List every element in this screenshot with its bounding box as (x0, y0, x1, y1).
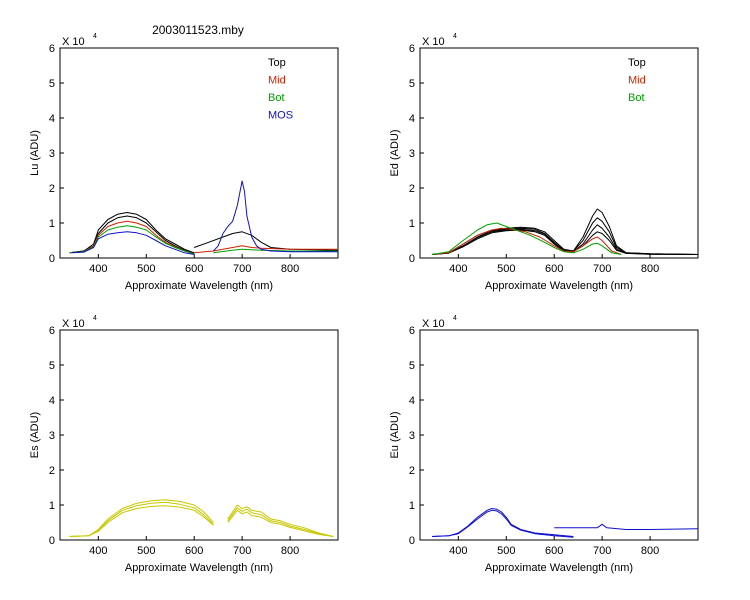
x-tick-label: 500 (137, 545, 155, 557)
x-tick-label: 500 (497, 263, 515, 275)
plot-frame (419, 329, 699, 541)
axis-multiplier-exponent: 4 (93, 33, 97, 40)
x-tick-label: 800 (281, 263, 299, 275)
axis-multiplier-exponent: 4 (453, 315, 457, 322)
legend-entry: MOS (268, 110, 293, 122)
series-line-es-0-1 (227, 504, 334, 537)
axis-multiplier-exponent: 4 (93, 315, 97, 322)
x-tick-label: 400 (449, 545, 467, 557)
x-axis-label: Approximate Wavelength (nm) (125, 280, 273, 292)
series-line-ed-4-0 (431, 227, 622, 255)
series-line-eu-1-0 (431, 509, 574, 538)
x-tick-label: 800 (281, 545, 299, 557)
x-tick-label: 600 (185, 263, 203, 275)
x-tick-label: 600 (185, 545, 203, 557)
series-line-es-2-1 (227, 509, 334, 537)
x-tick-label: 600 (545, 545, 563, 557)
y-tick-label: 4 (49, 113, 55, 125)
y-tick-label: 3 (409, 148, 415, 160)
y-tick-label: 3 (49, 430, 55, 442)
y-axis-label: Ed (ADU) (389, 129, 401, 176)
y-tick-label: 1 (49, 500, 55, 512)
y-tick-label: 6 (409, 43, 415, 55)
figure-title: 2003011523.mby (152, 23, 244, 37)
series-line-ed-5-0 (431, 222, 622, 255)
y-tick-label: 5 (49, 360, 55, 372)
y-tick-label: 0 (49, 535, 55, 547)
x-tick-label: 700 (593, 263, 611, 275)
y-tick-label: 5 (409, 360, 415, 372)
series-line-es-2-0 (69, 505, 214, 537)
y-tick-label: 0 (49, 253, 55, 265)
x-tick-label: 600 (545, 263, 563, 275)
axis-multiplier: X 10 (62, 318, 85, 330)
axis-multiplier: X 10 (422, 318, 445, 330)
legend-entry: Mid (268, 75, 286, 87)
y-tick-label: 6 (49, 43, 55, 55)
axis-multiplier: X 10 (422, 36, 445, 48)
y-tick-label: 3 (49, 148, 55, 160)
y-axis-label: Es (ADU) (29, 412, 41, 458)
y-tick-label: 1 (409, 500, 415, 512)
series-line-ed-0-0 (431, 208, 699, 255)
y-axis-label: Eu (ADU) (389, 411, 401, 458)
legend-entry: Top (268, 57, 286, 69)
axis-multiplier: X 10 (62, 36, 85, 48)
x-tick-label: 400 (89, 263, 107, 275)
y-tick-label: 1 (49, 218, 55, 230)
series-line-lu-4-1 (213, 180, 338, 253)
plot-frame (419, 47, 699, 259)
y-tick-label: 2 (49, 183, 55, 195)
y-tick-label: 6 (49, 325, 55, 337)
series-line-lu-3-1 (213, 248, 338, 254)
y-tick-label: 6 (409, 325, 415, 337)
legend-entry: Top (628, 57, 646, 69)
x-tick-label: 700 (593, 545, 611, 557)
x-tick-label: 800 (641, 545, 659, 557)
series-line-eu-0-1 (554, 523, 699, 530)
series-line-lu-0-1 (194, 231, 339, 251)
x-axis-label: Approximate Wavelength (nm) (485, 562, 633, 574)
y-tick-label: 4 (409, 113, 415, 125)
chart-lu: 0 1 2 3 4 5 6 400 500 600 700 800 X 10 4 Approximate W… (29, 33, 339, 292)
series-line-lu-4-0 (71, 231, 195, 255)
y-tick-label: 2 (409, 465, 415, 477)
series-line-es-0-0 (69, 499, 214, 537)
y-tick-label: 5 (49, 78, 55, 90)
x-tick-label: 400 (89, 545, 107, 557)
y-tick-label: 0 (409, 535, 415, 547)
x-tick-label: 500 (137, 263, 155, 275)
y-tick-label: 5 (409, 78, 415, 90)
y-tick-label: 2 (409, 183, 415, 195)
series-line-es-1-0 (69, 501, 214, 537)
y-tick-label: 4 (49, 395, 55, 407)
legend-entry: Bot (628, 92, 645, 104)
legend-entry: Mid (628, 75, 646, 87)
y-tick-label: 3 (409, 430, 415, 442)
chart-es: 0 1 2 3 4 5 6 400 500 600 700 800 X 10 4 Approximate W… (29, 315, 339, 574)
y-tick-label: 2 (49, 465, 55, 477)
x-tick-label: 800 (641, 263, 659, 275)
series-line-lu-2-1 (194, 245, 338, 254)
y-tick-label: 0 (409, 253, 415, 265)
series-line-eu-0-0 (431, 508, 574, 537)
y-tick-label: 4 (409, 395, 415, 407)
x-axis-label: Approximate Wavelength (nm) (125, 562, 273, 574)
x-tick-label: 700 (233, 545, 251, 557)
y-tick-label: 1 (409, 218, 415, 230)
series-line-es-1-1 (227, 507, 334, 537)
x-axis-label: Approximate Wavelength (nm) (485, 280, 633, 292)
x-tick-label: 700 (233, 263, 251, 275)
legend-entry: Bot (268, 92, 285, 104)
axis-multiplier-exponent: 4 (453, 33, 457, 40)
x-tick-label: 400 (449, 263, 467, 275)
y-axis-label: Lu (ADU) (29, 130, 41, 176)
x-tick-label: 500 (497, 545, 515, 557)
chart-ed: 0 1 2 3 4 5 6 400 500 600 700 800 X 10 4 Approximate W… (389, 33, 699, 292)
series-line-ed-1-0 (431, 217, 699, 255)
series-line-lu-0-0 (69, 212, 195, 254)
chart-eu: 0 1 2 3 4 5 6 400 500 600 700 800 X 10 4 Approximate W… (389, 315, 699, 574)
